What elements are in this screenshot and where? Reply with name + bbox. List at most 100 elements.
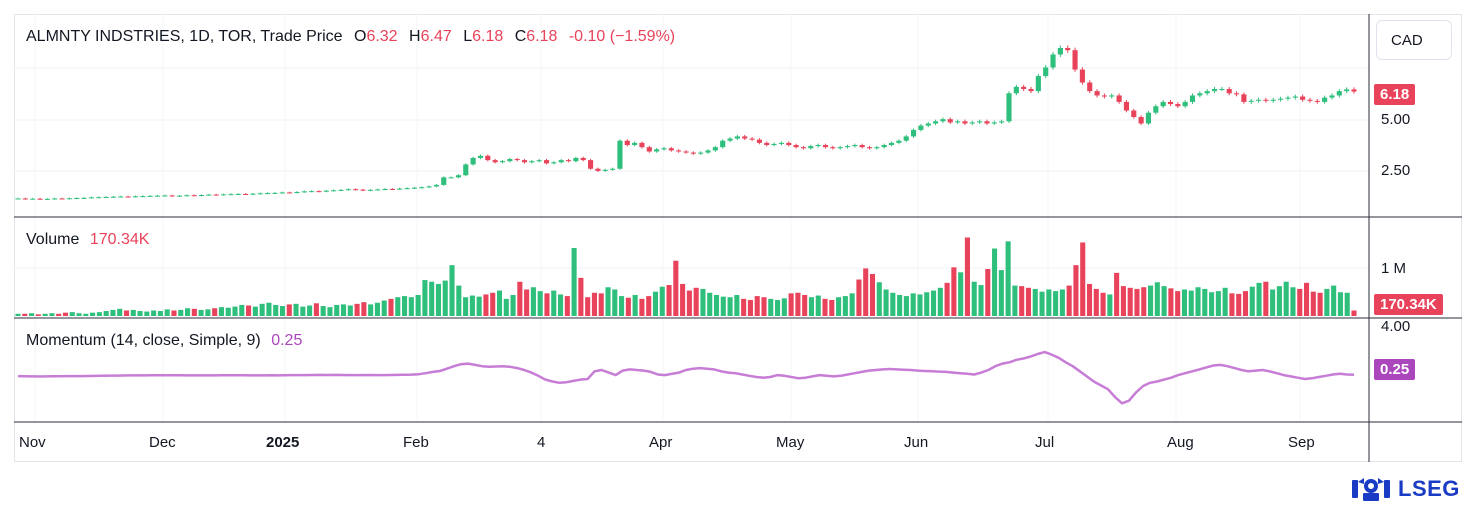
x-label-feb: Feb: [403, 434, 429, 451]
candle-body: [1278, 98, 1284, 100]
volume-bar: [1012, 285, 1018, 316]
volume-bar: [619, 296, 625, 316]
candle-body: [103, 196, 109, 198]
volume-bar: [971, 281, 977, 316]
volume-bar: [266, 302, 272, 316]
volume-bar: [1310, 291, 1316, 316]
volume-bar: [795, 292, 801, 316]
candle-body: [1292, 96, 1298, 98]
volume-bar: [76, 313, 82, 316]
volume-bar: [822, 298, 828, 316]
candle-body: [837, 147, 843, 149]
volume-bar: [395, 297, 401, 316]
volume-bar: [1039, 291, 1045, 316]
volume-bar: [700, 288, 706, 316]
volume-bar: [123, 310, 130, 316]
volume-bar: [815, 295, 821, 316]
candle-body: [110, 196, 116, 198]
candle-body: [272, 192, 278, 194]
volume-bar: [842, 296, 848, 316]
volume-bar: [510, 294, 516, 316]
x-label-4: 4: [537, 434, 546, 451]
last-price-tag: 6.18: [1374, 84, 1416, 105]
candle-body: [470, 157, 476, 165]
candle-body: [213, 194, 219, 196]
volume-bar: [340, 304, 347, 316]
candle-body: [331, 190, 337, 192]
candle-body: [1123, 101, 1130, 111]
volume-bar: [279, 306, 286, 316]
volume-bar: [1093, 288, 1099, 316]
volume-bar: [151, 310, 157, 316]
volume-bar: [388, 298, 394, 316]
candle-body: [1006, 93, 1012, 122]
volume-bar: [191, 308, 197, 316]
candle-body: [1065, 48, 1071, 51]
volume-bar: [937, 287, 943, 316]
volume-bar: [598, 293, 604, 316]
candle-body: [1270, 99, 1276, 101]
volume-bar: [680, 283, 686, 316]
volume-bar: [1297, 288, 1303, 316]
candle-body: [492, 160, 498, 163]
brand-logo[interactable]: LSEG: [1350, 474, 1460, 504]
momentum-value: 0.25: [271, 332, 303, 349]
volume-bar: [924, 292, 930, 316]
last-volume-tag: 170.34K: [1374, 294, 1443, 315]
volume-bar: [273, 304, 279, 316]
volume-bar: [1236, 293, 1242, 316]
volume-bar: [198, 309, 204, 316]
volume-bars: [15, 237, 1357, 316]
volume-bar: [544, 293, 550, 316]
candle-body: [411, 187, 417, 189]
candle-body: [96, 197, 102, 199]
volume-bar: [964, 237, 970, 316]
candle-body: [191, 195, 197, 197]
volume-bar: [496, 290, 503, 316]
volume-bar: [1188, 290, 1194, 316]
volume-bar: [524, 289, 530, 316]
candle-body: [382, 188, 388, 190]
candle-body: [786, 142, 792, 146]
grid-lines: [14, 14, 1369, 422]
volume-bar: [205, 309, 211, 316]
candle-body: [947, 119, 953, 123]
volume-bar: [212, 308, 218, 316]
candle-body: [265, 193, 271, 195]
x-label-nov: Nov: [19, 434, 46, 451]
volume-bar: [469, 295, 475, 316]
candle-body: [595, 168, 601, 171]
volume-bar: [1148, 285, 1154, 316]
volume-bar: [951, 267, 957, 316]
volume-bar: [1107, 294, 1113, 316]
volume-bar: [1175, 291, 1181, 316]
volume-bar: [639, 298, 645, 316]
candle-body: [521, 160, 528, 163]
volume-bar: [652, 291, 659, 316]
momentum-legend: Momentum (14, close, Simple, 9) 0.25: [26, 332, 302, 350]
currency-button[interactable]: CAD: [1376, 20, 1452, 60]
volume-bar: [1046, 289, 1052, 316]
volume-bar: [327, 307, 333, 316]
candle-body: [1219, 88, 1225, 90]
candle-body: [184, 195, 190, 197]
candle-body: [646, 147, 652, 152]
volume-bar: [1025, 287, 1032, 316]
volume-bar: [910, 293, 916, 316]
candle-body: [433, 184, 439, 187]
volume-bar: [1215, 291, 1221, 316]
candle-body: [1167, 101, 1174, 105]
volume-bar: [463, 297, 469, 316]
candle-body: [132, 196, 139, 198]
candle-body: [81, 197, 87, 199]
volume-bar: [313, 303, 319, 316]
candle-body: [1050, 54, 1056, 68]
candle-body: [499, 161, 506, 163]
volume-bar: [442, 280, 448, 316]
candle-body: [1057, 48, 1063, 55]
volume-bar: [1337, 292, 1343, 316]
last-momentum-tag: 0.25: [1374, 359, 1416, 380]
volume-bar: [876, 282, 882, 316]
candle-body: [1197, 93, 1203, 96]
